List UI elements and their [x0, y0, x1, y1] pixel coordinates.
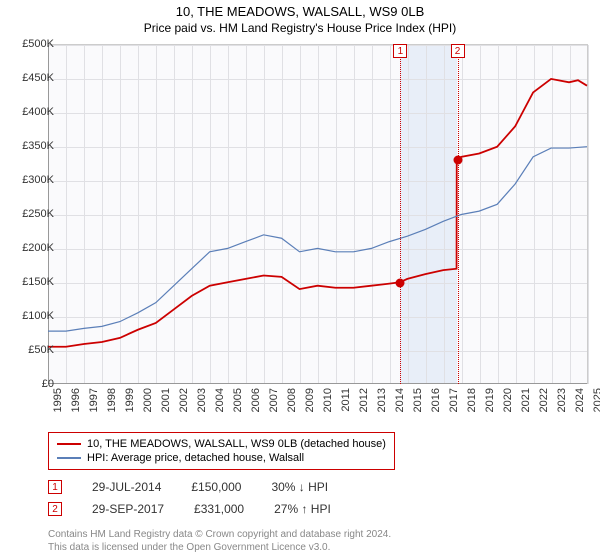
legend-swatch	[57, 443, 81, 445]
x-axis-label: 1999	[124, 388, 136, 412]
sale-price: £150,000	[191, 480, 241, 494]
x-axis-label: 2001	[160, 388, 172, 412]
x-axis-label: 2003	[196, 388, 208, 412]
x-axis-label: 2016	[430, 388, 442, 412]
x-axis-label: 2002	[178, 388, 190, 412]
marker-box-2: 2	[451, 44, 465, 58]
page-title: 10, THE MEADOWS, WALSALL, WS9 0LB	[0, 0, 600, 19]
x-axis-label: 2012	[358, 388, 370, 412]
x-axis-label: 2007	[268, 388, 280, 412]
sale-delta: 27% ↑ HPI	[274, 502, 331, 516]
series-hpi	[48, 147, 587, 331]
x-axis-label: 1996	[70, 388, 82, 412]
y-axis-label: £150K	[22, 276, 54, 288]
legend-label: 10, THE MEADOWS, WALSALL, WS9 0LB (detac…	[87, 438, 386, 450]
y-axis-label: £350K	[22, 140, 54, 152]
sale-delta: 30% ↓ HPI	[271, 480, 328, 494]
x-axis-label: 2019	[484, 388, 496, 412]
sale-row-1: 1 29-JUL-2014 £150,000 30% ↓ HPI	[48, 480, 328, 494]
y-axis-label: £250K	[22, 208, 54, 220]
sale-row-2: 2 29-SEP-2017 £331,000 27% ↑ HPI	[48, 502, 331, 516]
marker-box-1: 1	[393, 44, 407, 58]
sale-price: £331,000	[194, 502, 244, 516]
x-axis-label: 1998	[106, 388, 118, 412]
x-axis-label: 1995	[52, 388, 64, 412]
x-axis-label: 2008	[286, 388, 298, 412]
marker-vline-1	[400, 45, 401, 384]
legend-swatch	[57, 457, 81, 459]
marker-vline-2	[458, 45, 459, 384]
sale-marker-2: 2	[48, 502, 62, 516]
sale-date: 29-JUL-2014	[92, 480, 161, 494]
footer-line-2: This data is licensed under the Open Gov…	[48, 541, 391, 554]
x-axis-label: 2011	[340, 388, 352, 412]
x-axis-label: 2018	[466, 388, 478, 412]
legend: 10, THE MEADOWS, WALSALL, WS9 0LB (detac…	[48, 432, 395, 470]
x-axis-label: 2005	[232, 388, 244, 412]
x-axis-label: 2006	[250, 388, 262, 412]
page-subtitle: Price paid vs. HM Land Registry's House …	[0, 19, 600, 35]
sale-date: 29-SEP-2017	[92, 502, 164, 516]
x-axis-label: 2014	[394, 388, 406, 412]
chart: 12	[48, 44, 588, 384]
y-axis-label: £50K	[28, 344, 54, 356]
legend-label: HPI: Average price, detached house, Wals…	[87, 452, 304, 464]
x-axis-label: 2023	[556, 388, 568, 412]
series-price_paid	[48, 79, 587, 347]
x-axis-label: 2022	[538, 388, 550, 412]
y-axis-label: £500K	[22, 38, 54, 50]
x-axis-label: 2024	[574, 388, 586, 412]
x-axis-label: 2020	[502, 388, 514, 412]
x-axis-label: 2025	[592, 388, 600, 412]
x-axis-label: 2013	[376, 388, 388, 412]
footer-line-1: Contains HM Land Registry data © Crown c…	[48, 528, 391, 541]
y-axis-label: £450K	[22, 72, 54, 84]
x-axis-label: 1997	[88, 388, 100, 412]
y-axis-label: £100K	[22, 310, 54, 322]
y-axis-label: £400K	[22, 106, 54, 118]
legend-item: 10, THE MEADOWS, WALSALL, WS9 0LB (detac…	[57, 437, 386, 451]
y-axis-label: £200K	[22, 242, 54, 254]
marker-point-1	[396, 279, 405, 288]
x-axis-label: 2021	[520, 388, 532, 412]
sale-marker-1: 1	[48, 480, 62, 494]
x-axis-label: 2010	[322, 388, 334, 412]
legend-item: HPI: Average price, detached house, Wals…	[57, 451, 386, 465]
footer: Contains HM Land Registry data © Crown c…	[48, 528, 391, 554]
x-axis-label: 2009	[304, 388, 316, 412]
marker-point-2	[453, 155, 462, 164]
x-axis-label: 2004	[214, 388, 226, 412]
x-axis-label: 2000	[142, 388, 154, 412]
x-axis-label: 2015	[412, 388, 424, 412]
y-axis-label: £300K	[22, 174, 54, 186]
x-axis-label: 2017	[448, 388, 460, 412]
